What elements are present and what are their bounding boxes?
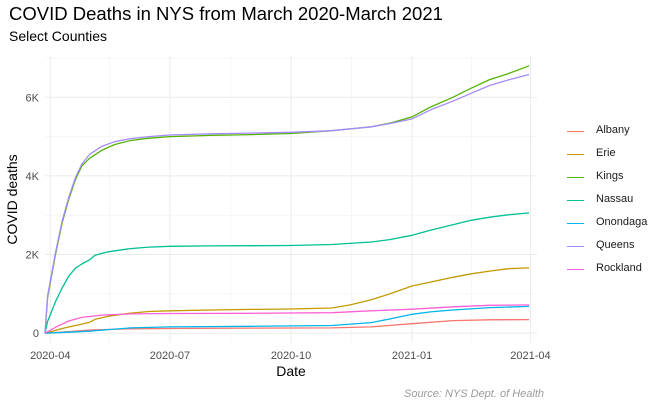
legend-label: Onondaga <box>596 216 648 228</box>
legend-item-rockland: Rockland <box>564 258 654 281</box>
legend-item-albany: Albany <box>564 120 654 143</box>
x-tick-label: 2021-01 <box>392 350 432 362</box>
series-line-rockland <box>44 304 530 334</box>
y-tick-label: 4K <box>26 171 40 183</box>
series-line-erie <box>44 267 530 334</box>
x-tick-label: 2020-04 <box>30 350 70 362</box>
series-line-kings <box>44 65 530 334</box>
y-tick-label: 0 <box>33 328 39 340</box>
x-tick-label: 2020-10 <box>271 350 311 362</box>
legend-label: Kings <box>596 170 624 182</box>
x-tick-label: 2021-04 <box>510 350 550 362</box>
legend-swatch <box>567 269 584 270</box>
legend-swatch <box>567 246 584 247</box>
legend-item-onondaga: Onondaga <box>564 212 654 235</box>
x-tick-label: 2020-07 <box>150 350 190 362</box>
y-axis-title: COVID deaths <box>4 154 20 244</box>
chart-title: COVID Deaths in NYS from March 2020-Marc… <box>9 3 443 24</box>
series-line-nassau <box>44 212 530 334</box>
legend-item-nassau: Nassau <box>564 189 654 212</box>
source-caption: Source: NYS Dept. of Health <box>403 388 544 400</box>
legend-label: Rockland <box>596 262 642 274</box>
legend-label: Nassau <box>596 193 634 205</box>
legend-label: Albany <box>596 124 630 136</box>
legend-label: Queens <box>596 239 635 251</box>
legend-swatch <box>567 200 584 201</box>
series-line-queens <box>44 73 530 334</box>
legend-swatch <box>567 223 584 224</box>
series-line-albany <box>44 318 530 334</box>
legend-swatch <box>567 154 584 155</box>
x-axis-title: Date <box>276 363 306 379</box>
chart-subtitle: Select Counties <box>9 28 108 44</box>
series-line-onondaga <box>44 305 530 334</box>
y-tick-label: 6K <box>26 92 40 104</box>
legend-item-queens: Queens <box>564 235 654 258</box>
legend-swatch <box>567 177 584 178</box>
legend-label: Erie <box>596 147 616 159</box>
legend-item-erie: Erie <box>564 143 654 166</box>
legend-swatch <box>567 131 584 132</box>
y-tick-label: 2K <box>26 250 40 262</box>
legend-item-kings: Kings <box>564 166 654 189</box>
legend: Albany Erie Kings Nassau Onondaga Queens Rockl… <box>564 120 654 281</box>
